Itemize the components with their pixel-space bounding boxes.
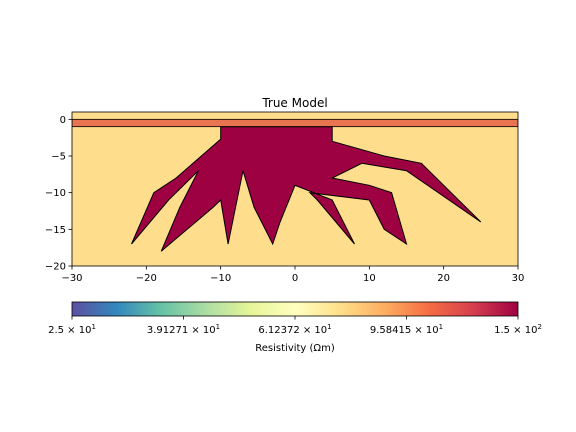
y-axis: 0 −5 −10 −15 −20 xyxy=(45,115,72,273)
surface-layer xyxy=(72,118,518,128)
colorbar-tick-label: 2.5 × 101 xyxy=(48,323,96,336)
x-tick-label: 10 xyxy=(363,273,376,284)
y-tick-label: −15 xyxy=(45,225,66,236)
colorbar-tick-label: 6.12372 × 101 xyxy=(258,323,331,336)
plot-area xyxy=(72,112,518,266)
x-tick-label: 30 xyxy=(512,273,525,284)
colorbar-tick-label: 9.58415 × 101 xyxy=(370,323,443,336)
y-tick-label: −5 xyxy=(51,152,66,163)
colorbar-label: Resistivity (Ωm) xyxy=(255,343,335,354)
y-tick-label: 0 xyxy=(60,115,66,126)
y-tick-label: −20 xyxy=(45,262,66,273)
y-tick-label: −10 xyxy=(45,188,66,199)
colorbar-tick-label: 3.91271 × 101 xyxy=(147,323,220,336)
chart-title: True Model xyxy=(261,96,327,110)
colorbar-ticks: 2.5 × 101 3.91271 × 101 6.12372 × 101 9.584… xyxy=(48,316,542,336)
root-body xyxy=(131,126,482,252)
x-tick-label: 0 xyxy=(292,273,298,284)
colorbar-tick-label: 1.5 × 102 xyxy=(494,323,542,336)
x-axis: −30 −20 −10 0 10 20 30 xyxy=(61,266,524,284)
colorbar: 2.5 × 101 3.91271 × 101 6.12372 × 101 9.584… xyxy=(48,301,542,354)
x-tick-label: 20 xyxy=(437,273,450,284)
x-tick-label: −10 xyxy=(210,273,231,284)
x-tick-label: −20 xyxy=(136,273,157,284)
x-tick-label: −30 xyxy=(61,273,82,284)
colorbar-gradient xyxy=(71,301,519,317)
